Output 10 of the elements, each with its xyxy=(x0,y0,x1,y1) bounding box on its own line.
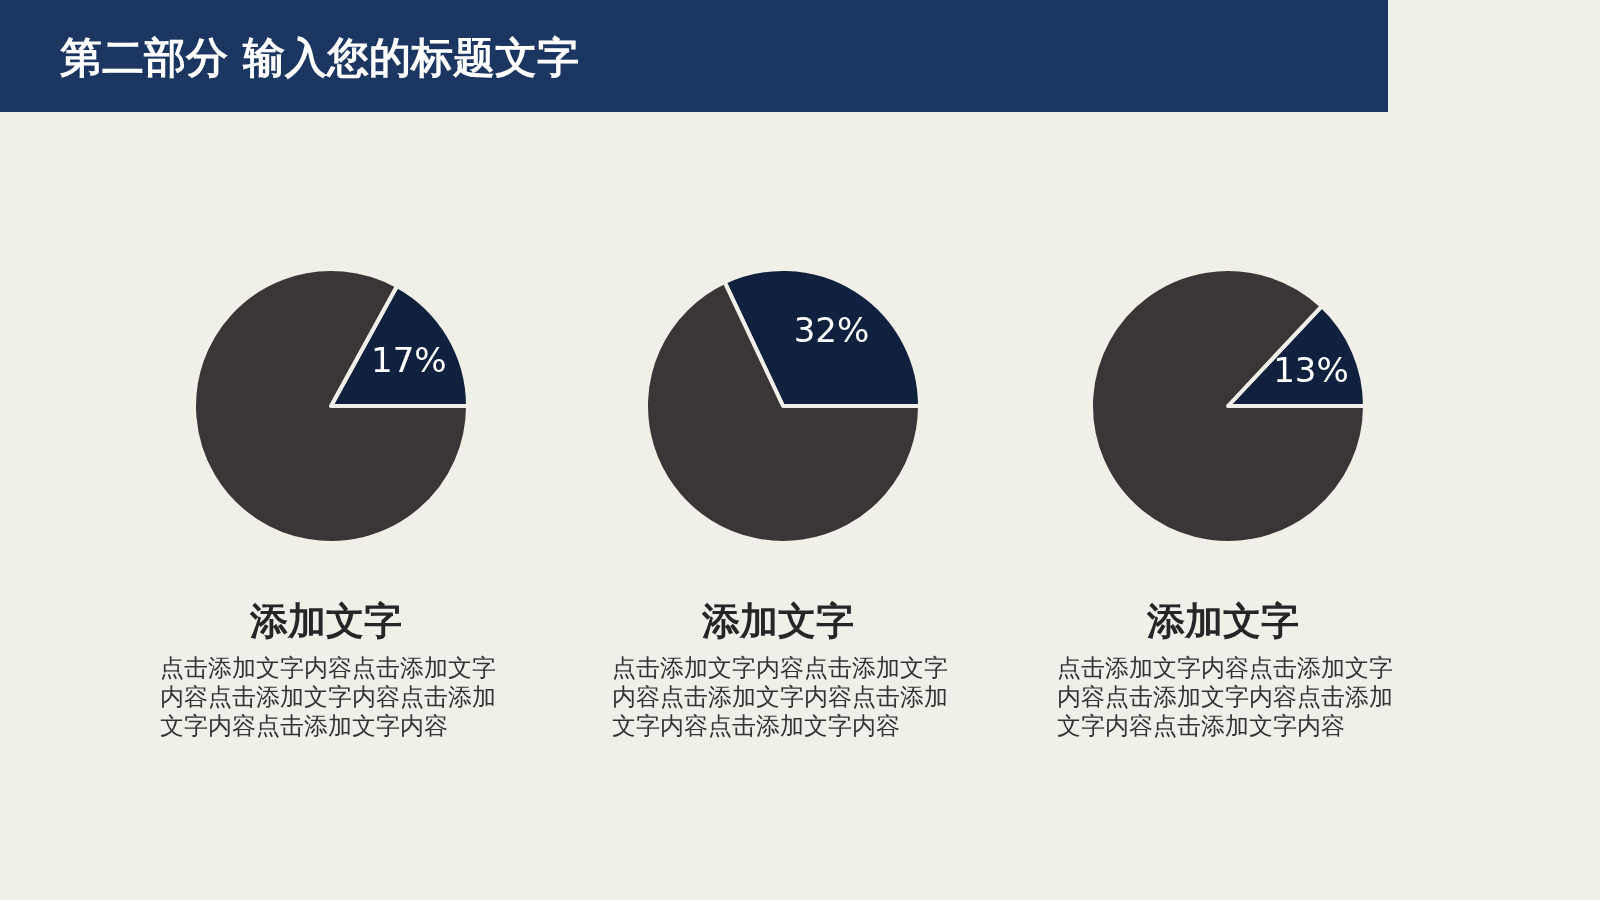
text: 点击添加文字内容点击添加文字内容点击添加文字内容点击添加文字内容点击添加文字内容 xyxy=(1057,654,1393,740)
data-label: 13% xyxy=(1273,350,1349,391)
data-label: 32% xyxy=(793,309,870,350)
data-label: 17% xyxy=(371,339,447,380)
text: 点击添加文字内容点击添加文字内容点击添加文字内容点击添加文字内容点击添加文字内容 xyxy=(160,654,496,740)
text: 添加文字 xyxy=(701,599,854,643)
text: 第二部分 输入您的标题文字 xyxy=(59,33,579,82)
text: 添加文字 xyxy=(249,599,402,643)
text: 点击添加文字内容点击添加文字内容点击添加文字内容点击添加文字内容点击添加文字内容 xyxy=(612,654,948,740)
text: 添加文字 xyxy=(1146,599,1299,643)
